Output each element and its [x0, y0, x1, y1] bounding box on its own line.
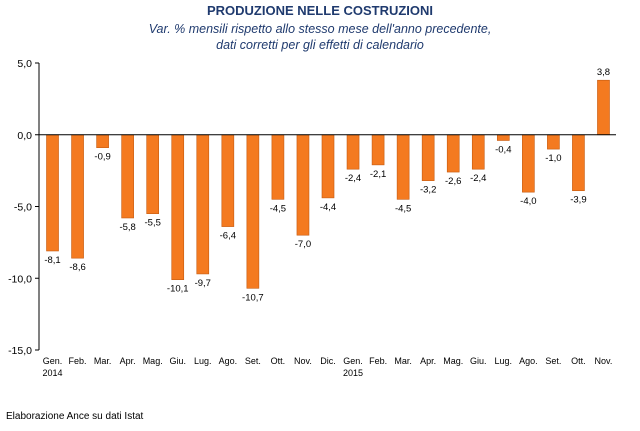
bar	[396, 134, 410, 200]
year-label: 2014	[43, 368, 63, 378]
plot-area: 5,0 0,0 -5,0 -10,0 -15,0 -8,1 Gen. -8,6 Feb. -0,9…	[8, 58, 616, 378]
x-tick-label: Mag.	[443, 356, 463, 366]
chart-title: PRODUZIONE NELLE COSTRUZIONI	[207, 3, 433, 18]
data-label: -1,0	[545, 153, 561, 164]
bar	[121, 134, 134, 219]
data-label: -8,1	[44, 255, 60, 266]
bar	[572, 134, 585, 192]
bar	[271, 134, 285, 200]
y-tick-label: -10,0	[8, 273, 32, 285]
x-tick-label: Giu.	[470, 356, 487, 366]
bar	[471, 134, 485, 170]
bar	[221, 134, 235, 227]
bar	[547, 134, 560, 150]
data-label: -2,6	[445, 176, 461, 187]
x-tick-label: Feb.	[69, 356, 87, 366]
year-label: 2015	[343, 368, 363, 378]
bar	[597, 79, 610, 136]
x-tick-label: Apr.	[120, 356, 136, 366]
bar	[496, 134, 510, 141]
y-tick-label: -5,0	[14, 202, 32, 214]
x-tick-label: Mar.	[94, 356, 112, 366]
x-tick-label: Feb.	[369, 356, 387, 366]
bar	[46, 134, 59, 252]
bar-chart: PRODUZIONE NELLE COSTRUZIONI Var. % mens…	[8, 3, 616, 378]
bar	[96, 134, 109, 148]
bar	[371, 134, 385, 166]
data-label: -3,2	[420, 185, 436, 196]
data-label: -7,0	[295, 239, 311, 250]
data-label: -10,7	[242, 292, 264, 303]
bar	[296, 134, 310, 236]
chart-subtitle-line-2: dati corretti per gli effetti di calenda…	[216, 38, 424, 52]
x-tick-label: Set.	[245, 356, 261, 366]
data-label: -2,4	[345, 173, 361, 184]
data-label: -4,5	[395, 203, 411, 214]
x-tick-label: Ott.	[571, 356, 586, 366]
y-tick-label: -15,0	[8, 345, 32, 357]
data-label: -5,5	[145, 218, 161, 229]
bar	[171, 134, 185, 280]
data-label: -2,4	[470, 173, 486, 184]
x-tick-label: Lug.	[495, 356, 513, 366]
bar	[522, 134, 535, 193]
chart-subtitle-line-1: Var. % mensili rispetto allo stesso mese…	[149, 22, 492, 36]
y-tick-label: 5,0	[17, 58, 32, 70]
source-note: Elaborazione Ance su dati Istat	[6, 411, 144, 422]
x-tick-label: Nov.	[595, 356, 613, 366]
bar	[196, 134, 210, 275]
x-tick-label: Dic.	[320, 356, 336, 366]
bar	[71, 134, 84, 259]
x-tick-label: Set.	[545, 356, 561, 366]
data-label: -2,1	[370, 169, 386, 180]
bar	[246, 134, 260, 289]
data-label: -9,7	[195, 278, 211, 289]
x-tick-label: Giu.	[169, 356, 186, 366]
data-label: -0,9	[94, 152, 110, 163]
x-tick-label: Mag.	[143, 356, 163, 366]
data-label: 3,8	[597, 67, 610, 78]
data-label: -10,1	[167, 284, 189, 295]
x-tick-label: Nov.	[294, 356, 312, 366]
data-label: -8,6	[69, 262, 85, 273]
data-label: -4,0	[520, 196, 536, 207]
data-label: -4,5	[270, 203, 286, 214]
x-tick-label: Ott.	[271, 356, 286, 366]
data-label: -4,4	[320, 202, 336, 213]
bar	[346, 134, 360, 170]
y-tick-label: 0,0	[17, 130, 32, 142]
x-tick-label: Apr.	[420, 356, 436, 366]
data-label: -3,9	[570, 195, 586, 206]
x-tick-label: Ago.	[219, 356, 238, 366]
data-label: -5,8	[119, 222, 135, 233]
x-tick-label: Mar.	[394, 356, 412, 366]
data-label: -6,4	[220, 231, 236, 242]
bar	[421, 134, 435, 181]
x-tick-label: Ago.	[519, 356, 538, 366]
data-label: -0,4	[495, 144, 511, 155]
x-tick-label: Lug.	[194, 356, 212, 366]
bar	[321, 134, 335, 199]
x-tick-label: Gen.	[43, 356, 63, 366]
x-tick-label: Gen.	[343, 356, 363, 366]
bar	[146, 134, 160, 214]
bar	[446, 134, 460, 173]
